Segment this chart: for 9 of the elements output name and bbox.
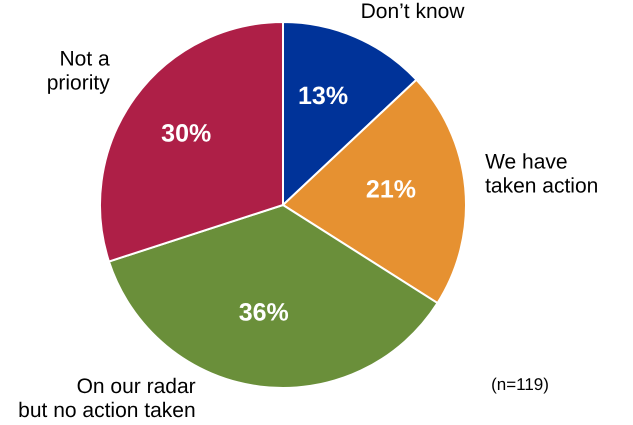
text: (n=119) <box>491 375 549 394</box>
data-label: 30% <box>161 119 212 148</box>
slice-label: We have taken action <box>485 150 598 198</box>
slice-label: On our radar but no action taken <box>18 375 196 422</box>
data-label: 36% <box>238 298 289 327</box>
slice-label: Don’t know <box>360 0 466 23</box>
slice-label: Not a priority <box>46 48 110 95</box>
data-label: 21% <box>366 175 416 204</box>
data-label: 13% <box>298 82 348 110</box>
